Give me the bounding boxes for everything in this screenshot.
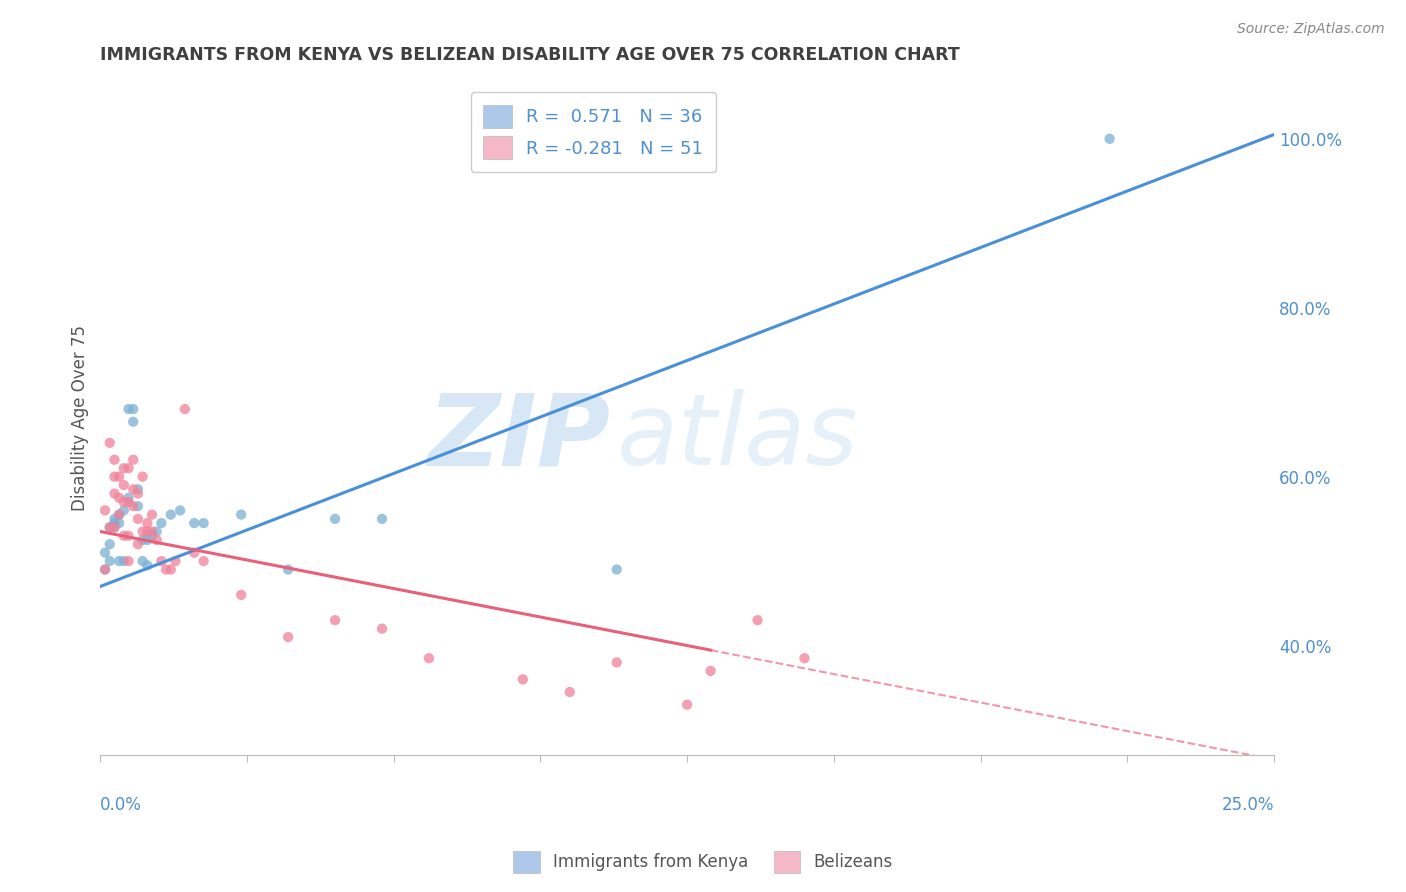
Point (127, 486, 149, 500)
Point (103, 520, 125, 534)
Point (159, 508, 181, 522)
Point (117, 495, 139, 509)
Point (127, 512, 149, 526)
Point (112, 495, 135, 509)
Point (103, 452, 125, 467)
Point (127, 499, 149, 513)
Point (165, 554, 187, 568)
Point (141, 524, 163, 539)
Point (136, 524, 159, 539)
Point (108, 554, 131, 568)
Text: IMMIGRANTS FROM KENYA VS BELIZEAN DISABILITY AGE OVER 75 CORRELATION CHART: IMMIGRANTS FROM KENYA VS BELIZEAN DISABI… (100, 46, 960, 64)
Point (323, 613, 346, 627)
Point (108, 516, 131, 530)
Point (112, 461, 135, 475)
Point (371, 622, 394, 636)
Point (117, 491, 139, 505)
Point (231, 508, 253, 522)
Point (558, 685, 581, 699)
Point (94, 546, 117, 560)
Point (103, 520, 125, 534)
Point (117, 461, 139, 475)
Point (136, 533, 159, 547)
Point (323, 512, 346, 526)
Point (103, 516, 125, 530)
Point (103, 512, 125, 526)
Point (131, 469, 153, 483)
Point (145, 533, 167, 547)
Point (183, 546, 205, 560)
Text: ZIP: ZIP (427, 389, 610, 486)
Point (98, 554, 121, 568)
Point (793, 651, 815, 665)
Point (277, 630, 299, 644)
Point (1098, 132, 1121, 146)
Point (136, 516, 159, 530)
Point (108, 508, 131, 522)
Point (117, 402, 139, 417)
Point (676, 698, 699, 712)
Point (94, 562, 117, 576)
Point (131, 533, 153, 547)
Point (98, 435, 121, 450)
Point (150, 516, 173, 530)
Point (193, 554, 215, 568)
Point (155, 562, 177, 576)
Point (108, 508, 131, 522)
Text: 0.0%: 0.0% (100, 796, 142, 814)
Point (98, 537, 121, 551)
Point (371, 512, 394, 526)
Point (183, 516, 205, 530)
Point (122, 415, 145, 429)
Point (159, 562, 181, 576)
Point (108, 491, 131, 505)
Point (145, 524, 167, 539)
Point (103, 469, 125, 483)
Text: Source: ZipAtlas.com: Source: ZipAtlas.com (1237, 22, 1385, 37)
Point (94, 503, 117, 517)
Point (277, 562, 299, 576)
Point (699, 664, 721, 678)
Point (112, 554, 135, 568)
Point (131, 524, 153, 539)
Point (127, 483, 149, 497)
Legend: R =  0.571   N = 36, R = -0.281   N = 51: R = 0.571 N = 36, R = -0.281 N = 51 (471, 92, 716, 172)
Point (150, 554, 173, 568)
Point (98, 520, 121, 534)
Point (112, 529, 135, 543)
Point (117, 554, 139, 568)
Point (173, 402, 195, 417)
Point (136, 558, 159, 573)
Point (108, 469, 131, 483)
Point (606, 656, 628, 670)
Point (122, 452, 145, 467)
Point (122, 499, 145, 513)
Point (112, 503, 135, 517)
Point (169, 503, 191, 517)
Point (112, 478, 135, 492)
Point (606, 562, 628, 576)
Y-axis label: Disability Age Over 75: Disability Age Over 75 (72, 325, 89, 510)
Point (122, 483, 145, 497)
Point (141, 508, 163, 522)
Point (127, 537, 149, 551)
Point (103, 486, 125, 500)
Point (193, 516, 215, 530)
Legend: Immigrants from Kenya, Belizeans: Immigrants from Kenya, Belizeans (506, 845, 900, 880)
Point (131, 554, 153, 568)
Point (94, 562, 117, 576)
Point (747, 613, 769, 627)
Text: atlas: atlas (617, 389, 858, 486)
Point (98, 520, 121, 534)
Point (122, 402, 145, 417)
Text: 25.0%: 25.0% (1222, 796, 1274, 814)
Point (418, 651, 440, 665)
Point (512, 673, 534, 687)
Point (141, 529, 163, 543)
Point (117, 529, 139, 543)
Point (231, 588, 253, 602)
